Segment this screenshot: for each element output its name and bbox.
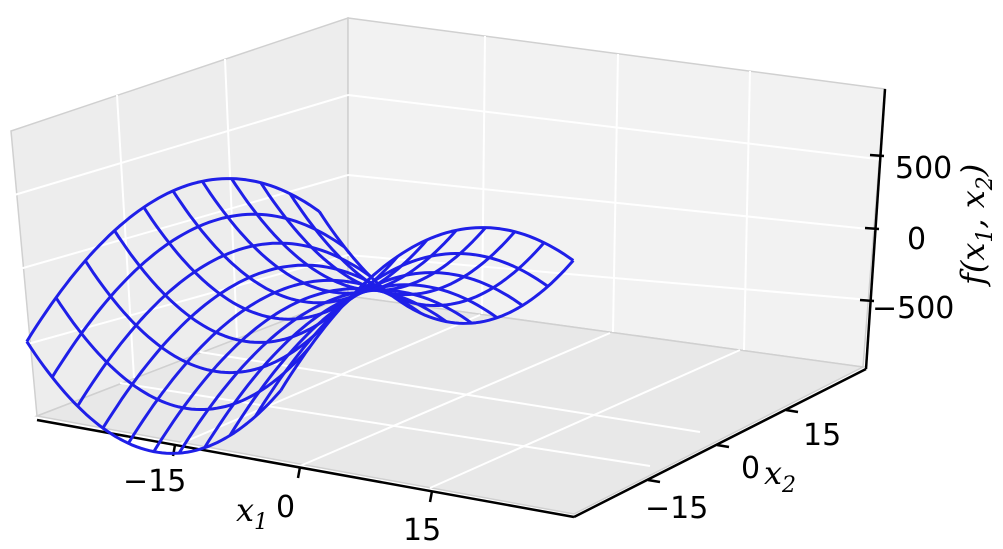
gridline (612, 53, 619, 333)
x1-tick-label: 0 (276, 490, 295, 525)
gridline (224, 58, 238, 338)
wire-line (152, 287, 448, 453)
x2-tick (647, 478, 661, 484)
x2-tick (716, 443, 730, 449)
gridline (347, 254, 871, 301)
wire-line (254, 252, 549, 418)
gridline (199, 351, 701, 433)
x2-label-main: x (764, 454, 782, 492)
z-label-subscript: 2 (973, 176, 998, 191)
z-tick (859, 298, 875, 303)
x1-tick-label: −15 (123, 464, 186, 499)
gridline (10, 94, 349, 197)
x2-axis-line (573, 367, 867, 519)
gridline (743, 70, 751, 351)
x1-axis-label: x1 (236, 491, 268, 535)
x1-tick-label: 15 (403, 513, 441, 548)
z-tick (864, 226, 880, 231)
wire-line (101, 263, 397, 429)
x1-axis-line (36, 418, 575, 519)
z-label-part: f(x (954, 243, 992, 287)
z-label-part: , x (954, 190, 992, 228)
z-tick-label: −500 (872, 291, 954, 326)
floor-pane (34, 295, 866, 515)
wire-line (279, 226, 575, 392)
x2-tick-label: 0 (741, 451, 760, 486)
gridline (299, 332, 611, 467)
x2-axis-label: x2 (764, 454, 796, 498)
wire-line (50, 212, 346, 378)
gridline (15, 174, 349, 271)
gridline (481, 35, 486, 315)
x1-tick (428, 490, 434, 503)
z-tick (869, 153, 885, 158)
z-tick-label: 500 (895, 151, 952, 186)
axis-ticks (171, 153, 885, 503)
x2-tick-label: −15 (645, 491, 708, 526)
gridline (429, 349, 741, 489)
z-label-subscript: 1 (973, 229, 998, 243)
surface-wireframe (25, 177, 575, 455)
z-label-part: ) (954, 164, 992, 177)
z-tick-label: 0 (907, 222, 926, 257)
x1-label-main: x (236, 491, 254, 529)
x2-tick-label: 15 (803, 418, 841, 453)
wire-line (177, 288, 473, 454)
wire-line (228, 271, 524, 437)
wire-line (76, 241, 371, 407)
x1-label-subscript: 1 (254, 510, 268, 535)
x1-tick (296, 466, 302, 479)
x2-label-subscript: 2 (781, 473, 796, 498)
gridline (119, 382, 651, 467)
gridline (347, 174, 879, 231)
gridline (174, 314, 481, 447)
z-axis-label: f(x1, x2) (954, 164, 998, 287)
pane-gridlines (10, 35, 886, 489)
wire-line (25, 177, 321, 343)
x2-tick (785, 408, 799, 414)
gridline (347, 94, 886, 161)
